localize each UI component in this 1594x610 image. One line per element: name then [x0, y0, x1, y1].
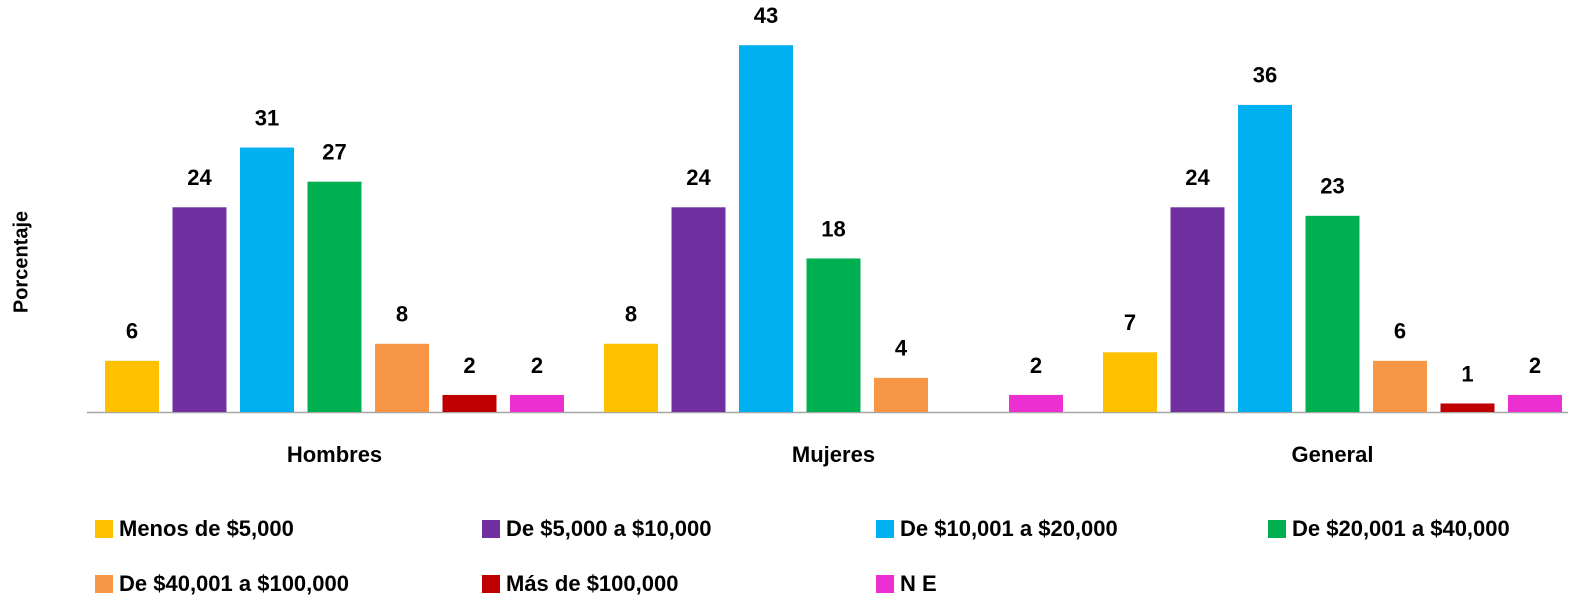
x-tick-label: Hombres	[287, 442, 382, 467]
bar	[105, 360, 159, 412]
bar	[1373, 360, 1427, 412]
legend-swatch	[876, 575, 894, 593]
value-label: 31	[255, 105, 279, 130]
value-label: 36	[1253, 63, 1277, 88]
value-label: 7	[1124, 310, 1136, 335]
bar	[671, 207, 726, 412]
value-label: 24	[1185, 165, 1210, 190]
bar	[172, 207, 227, 412]
legend-label: Menos de $5,000	[119, 516, 294, 541]
legend-label: De $40,001 a $100,000	[119, 571, 349, 596]
bar	[240, 147, 294, 412]
value-label: 2	[463, 353, 475, 378]
bar	[1238, 104, 1292, 413]
bar	[874, 377, 928, 412]
bar	[1103, 352, 1157, 412]
legend-swatch	[95, 575, 113, 593]
bar	[510, 394, 564, 412]
bar	[307, 181, 362, 412]
bar	[1009, 394, 1063, 412]
value-label: 8	[625, 302, 637, 327]
value-label: 1	[1461, 361, 1473, 386]
x-tick-label: Mujeres	[792, 442, 875, 467]
legend-label: De $10,001 a $20,000	[900, 516, 1118, 541]
legend-swatch	[95, 520, 113, 538]
legend-swatch	[482, 575, 500, 593]
value-label: 4	[895, 336, 908, 361]
value-label: 43	[754, 3, 778, 28]
legend-label: Más de $100,000	[506, 571, 678, 596]
bar	[375, 343, 429, 412]
value-label: 2	[1030, 353, 1042, 378]
bar	[442, 394, 497, 412]
value-label: 18	[821, 216, 845, 241]
bar	[1508, 394, 1562, 412]
value-label: 6	[1394, 319, 1406, 344]
legend-swatch	[1268, 520, 1286, 538]
bar	[739, 45, 793, 413]
bar	[604, 343, 658, 412]
value-label: 8	[396, 302, 408, 327]
legend-swatch	[876, 520, 894, 538]
value-label: 24	[187, 165, 212, 190]
legend-swatch	[482, 520, 500, 538]
x-tick-label: General	[1292, 442, 1374, 467]
legend-label: De $5,000 a $10,000	[506, 516, 712, 541]
value-label: 24	[686, 165, 711, 190]
bar	[806, 258, 861, 412]
bar	[1170, 207, 1225, 412]
value-label: 23	[1320, 174, 1344, 199]
legend-label: De $20,001 a $40,000	[1292, 516, 1510, 541]
bar	[1305, 215, 1360, 412]
legend-label: N E	[900, 571, 937, 596]
value-label: 2	[531, 353, 543, 378]
y-axis-label: Porcentaje	[10, 211, 32, 313]
value-label: 2	[1529, 353, 1541, 378]
bar	[1440, 403, 1495, 412]
value-label: 6	[126, 319, 138, 344]
value-label: 27	[322, 140, 346, 165]
